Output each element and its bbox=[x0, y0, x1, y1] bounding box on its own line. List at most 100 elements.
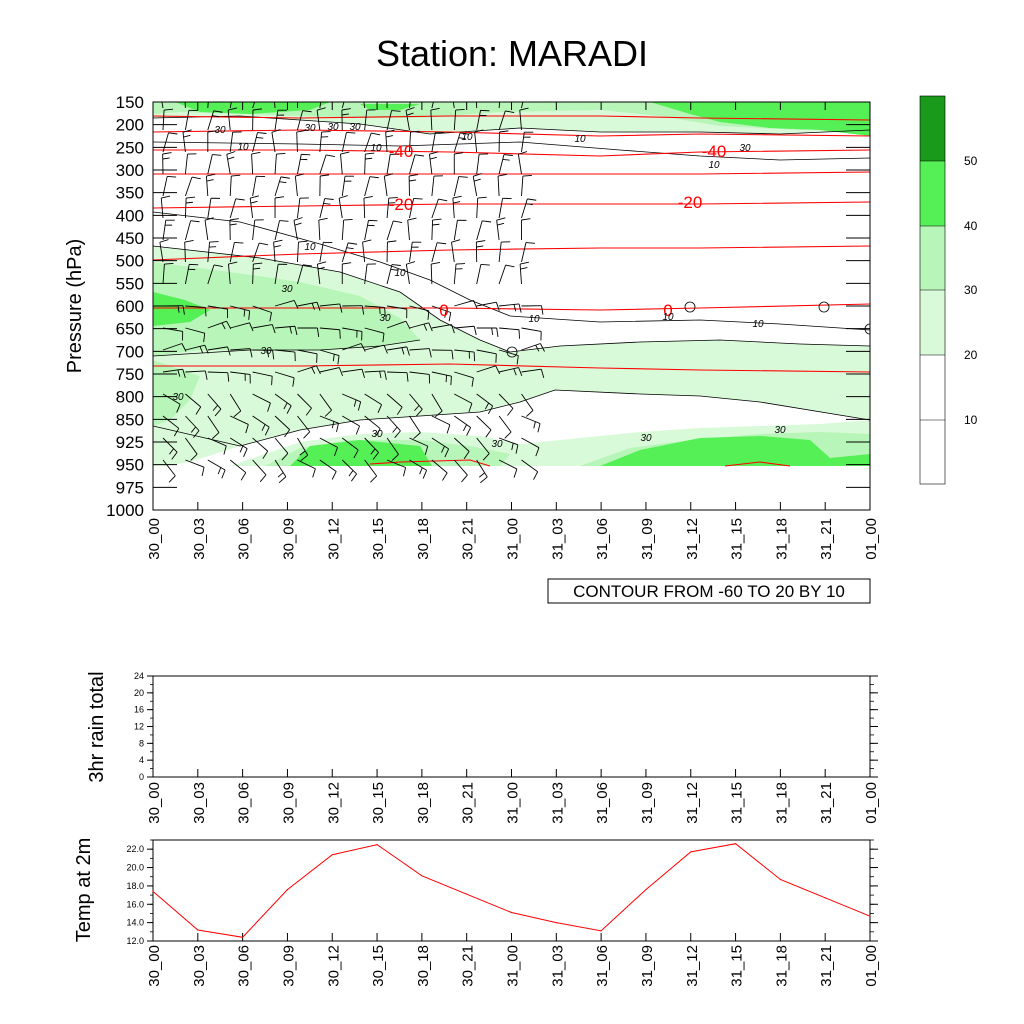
wind-barb bbox=[409, 415, 421, 440]
wind-barb bbox=[229, 131, 242, 153]
wind-barb bbox=[162, 343, 187, 352]
wind-barb bbox=[207, 130, 217, 152]
wind-barb bbox=[341, 102, 345, 109]
speed-label: 30 bbox=[640, 433, 652, 444]
wind-barb bbox=[364, 344, 388, 354]
wind-barb bbox=[386, 110, 401, 131]
wind-barb bbox=[207, 393, 222, 417]
speed-label: 30 bbox=[304, 123, 316, 134]
wind-barb bbox=[184, 220, 200, 241]
wind-barb bbox=[182, 129, 192, 153]
wind-barb bbox=[341, 218, 353, 241]
time-tick-label: 30_15 bbox=[370, 782, 387, 824]
wind-barb bbox=[230, 305, 251, 320]
temp-point bbox=[242, 936, 244, 938]
time-tick-label: 30_09 bbox=[280, 782, 297, 824]
wind-barb bbox=[521, 415, 541, 433]
wind-barb bbox=[274, 415, 291, 438]
wind-barb bbox=[342, 415, 360, 435]
wind-barb bbox=[498, 393, 514, 416]
time-tick-label: 31_09 bbox=[639, 518, 656, 560]
wind-barb bbox=[230, 371, 251, 384]
temp-tick-label: 14.0 bbox=[126, 918, 144, 928]
wind-barb bbox=[274, 300, 299, 309]
time-tick-label: 30_00 bbox=[146, 782, 163, 824]
temp-label: -40 bbox=[389, 142, 414, 161]
pressure-axis-label: Pressure (hPa) bbox=[64, 239, 86, 374]
pressure-tick-label: 300 bbox=[116, 161, 144, 180]
wind-barb bbox=[230, 348, 253, 358]
wind-barb bbox=[162, 459, 176, 483]
pressure-tick-label: 600 bbox=[116, 297, 144, 316]
wind-barb bbox=[319, 241, 333, 263]
wind-barb bbox=[499, 303, 522, 313]
wind-barb bbox=[476, 109, 490, 131]
wind-barb bbox=[162, 132, 178, 153]
speed-label: 30 bbox=[739, 143, 751, 154]
time-tick-label: 01_00 bbox=[863, 782, 880, 824]
wind-barb bbox=[521, 131, 534, 153]
wind-barb bbox=[476, 349, 497, 363]
colorbar-label: 10 bbox=[964, 413, 978, 427]
time-tick-label: 30_03 bbox=[191, 518, 208, 560]
wind-barb bbox=[409, 393, 423, 417]
wind-barb bbox=[476, 301, 500, 311]
wind-barb bbox=[319, 393, 332, 417]
wind-barb bbox=[476, 459, 488, 484]
wind-barb bbox=[431, 459, 448, 481]
temp-label: 0 bbox=[439, 301, 448, 320]
time-tick-label: 31_18 bbox=[773, 782, 790, 824]
wind-barb bbox=[229, 437, 248, 458]
wind-barb bbox=[184, 239, 194, 263]
wind-barb bbox=[252, 219, 264, 241]
wind-barb bbox=[185, 415, 200, 438]
wind-barb bbox=[185, 437, 198, 461]
wind-barb bbox=[498, 437, 519, 454]
wind-barbs bbox=[159, 102, 545, 484]
wind-barb bbox=[319, 174, 330, 197]
temp-label: 0 bbox=[663, 301, 672, 320]
time-tick-label: 31_12 bbox=[684, 518, 701, 560]
wind-barb bbox=[386, 415, 401, 439]
wind-barb bbox=[408, 174, 419, 197]
wind-barb bbox=[297, 301, 321, 311]
shade-lower-40-50 bbox=[290, 440, 432, 466]
wind-barb bbox=[431, 371, 452, 386]
time-tick-label: 31_03 bbox=[549, 782, 566, 824]
wind-barb bbox=[294, 173, 305, 197]
wind-barb bbox=[207, 197, 220, 219]
colorbar-swatch-20 bbox=[920, 290, 945, 355]
wind-barb bbox=[207, 305, 229, 319]
time-tick-label: 31_12 bbox=[684, 782, 701, 824]
wind-barb bbox=[386, 264, 401, 285]
wind-barb bbox=[252, 305, 272, 322]
temperature-contour-labels: -40 -40 -20 -20 0 0 bbox=[389, 142, 727, 320]
wind-barb bbox=[341, 437, 359, 459]
wind-barb bbox=[431, 242, 447, 263]
pressure-tick-label: 250 bbox=[116, 138, 144, 157]
wind-barb bbox=[252, 242, 269, 263]
wind-barb bbox=[229, 459, 247, 481]
pressure-tick-label: 925 bbox=[116, 433, 144, 452]
wind-barb bbox=[386, 197, 398, 219]
wind-barb bbox=[162, 219, 175, 241]
wind-barb bbox=[498, 110, 515, 131]
wind-barb bbox=[363, 195, 373, 219]
pressure-tick-label: 800 bbox=[116, 388, 144, 407]
wind-barb bbox=[476, 415, 492, 438]
wind-barb bbox=[319, 437, 338, 457]
temp-point bbox=[421, 875, 423, 877]
speed-label: 10 bbox=[370, 143, 382, 154]
wind-barb bbox=[341, 242, 358, 263]
time-tick-label: 31_12 bbox=[684, 945, 701, 987]
wind-barb bbox=[274, 393, 292, 414]
temp-tick-label: 22.0 bbox=[126, 844, 144, 854]
wind-barb bbox=[341, 175, 355, 197]
time-tick-label: 31_03 bbox=[549, 945, 566, 987]
wind-barb bbox=[319, 327, 341, 339]
wind-barb bbox=[162, 437, 178, 460]
wind-barb bbox=[184, 176, 201, 197]
wind-barb bbox=[498, 264, 515, 285]
wind-barb bbox=[475, 240, 486, 263]
wind-barb bbox=[521, 393, 534, 417]
